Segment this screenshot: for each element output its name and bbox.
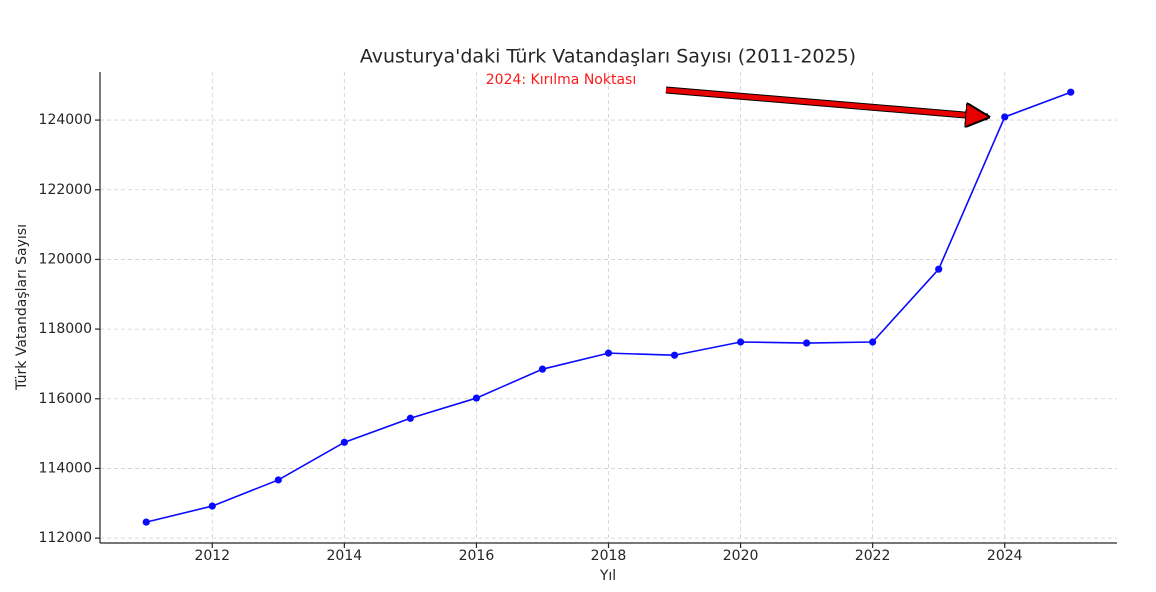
y-tick-label: 116000: [39, 391, 92, 407]
data-point: [1067, 88, 1075, 96]
x-tick-label: 2022: [855, 548, 891, 564]
x-tick-label: 2014: [327, 548, 363, 564]
grid: [100, 72, 1117, 543]
y-tick-label: 124000: [39, 112, 92, 128]
chart-title: Avusturya'daki Türk Vatandaşları Sayısı …: [360, 46, 856, 68]
data-point: [472, 394, 481, 402]
x-tick-label: 2020: [723, 548, 759, 564]
y-tick-label: 114000: [39, 460, 92, 476]
x-tick-label: 2012: [194, 548, 230, 564]
y-tick-label: 112000: [39, 530, 92, 546]
data-point: [604, 349, 613, 357]
data-point: [670, 351, 679, 359]
data-point: [538, 365, 547, 373]
data-point: [935, 265, 943, 273]
annotation-arrow: [665, 87, 988, 117]
data-point: [274, 476, 282, 484]
data-point: [340, 438, 348, 446]
x-tick-label: 2018: [591, 548, 627, 564]
x-axis-label: Yıl: [599, 568, 616, 584]
data-point: [406, 414, 414, 422]
y-tick-label: 118000: [39, 321, 92, 337]
y-axis-label: Türk Vatandaşları Sayısı: [14, 224, 30, 391]
data-point: [208, 502, 216, 510]
data-point: [142, 518, 150, 526]
data-point: [736, 338, 745, 346]
data-point: [803, 339, 811, 347]
x-tick-label: 2024: [987, 548, 1023, 564]
plot: [142, 88, 1075, 526]
y-tick-label: 120000: [39, 251, 92, 267]
data-point: [869, 338, 877, 346]
y-tick-label: 122000: [39, 182, 92, 198]
x-tick-label: 2016: [459, 548, 495, 564]
annotation: 2024: Kırılma Noktası: [486, 72, 636, 88]
data-point: [1001, 113, 1009, 121]
